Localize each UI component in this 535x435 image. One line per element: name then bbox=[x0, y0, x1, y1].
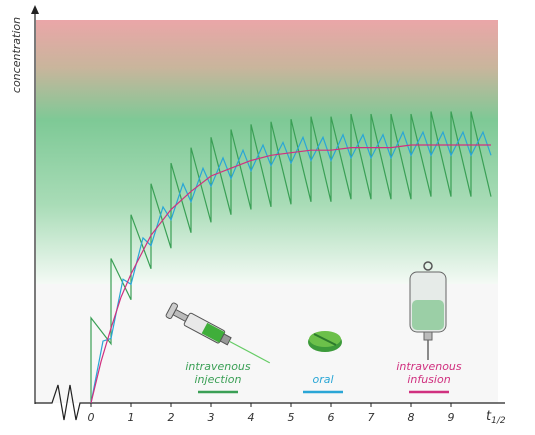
x-tick-label: 6 bbox=[328, 411, 335, 424]
syringe-icon bbox=[165, 302, 271, 364]
x-tick-label: 2 bbox=[168, 411, 175, 424]
x-tick-label: 4 bbox=[248, 411, 255, 424]
pill-icon bbox=[308, 331, 342, 352]
legend-label: intravenous infusion bbox=[396, 360, 462, 386]
x-axis bbox=[35, 384, 505, 421]
x-tick-label: 5 bbox=[288, 411, 295, 424]
legend-label: intravenous injection bbox=[185, 360, 251, 386]
x-tick-label: 3 bbox=[208, 411, 215, 424]
legend-label: oral bbox=[312, 373, 334, 386]
iv-bag-icon bbox=[409, 261, 447, 360]
x-tick-label: 1 bbox=[128, 411, 135, 424]
series-line bbox=[90, 144, 491, 404]
x-tick-label: 8 bbox=[408, 411, 415, 424]
x-tick-label: 7 bbox=[368, 411, 375, 424]
x-axis-label-subscript: 1/2 bbox=[491, 416, 506, 426]
series-line bbox=[90, 130, 492, 404]
background-zone bbox=[36, 20, 498, 284]
x-axis-label-main: t bbox=[486, 409, 492, 424]
y-axis-arrow bbox=[31, 5, 39, 14]
y-axis-label: concentration bbox=[10, 17, 23, 93]
x-tick-label: 9 bbox=[448, 411, 455, 424]
x-tick-label: 0 bbox=[88, 411, 95, 424]
x-axis-label: t1/2 bbox=[486, 409, 506, 426]
